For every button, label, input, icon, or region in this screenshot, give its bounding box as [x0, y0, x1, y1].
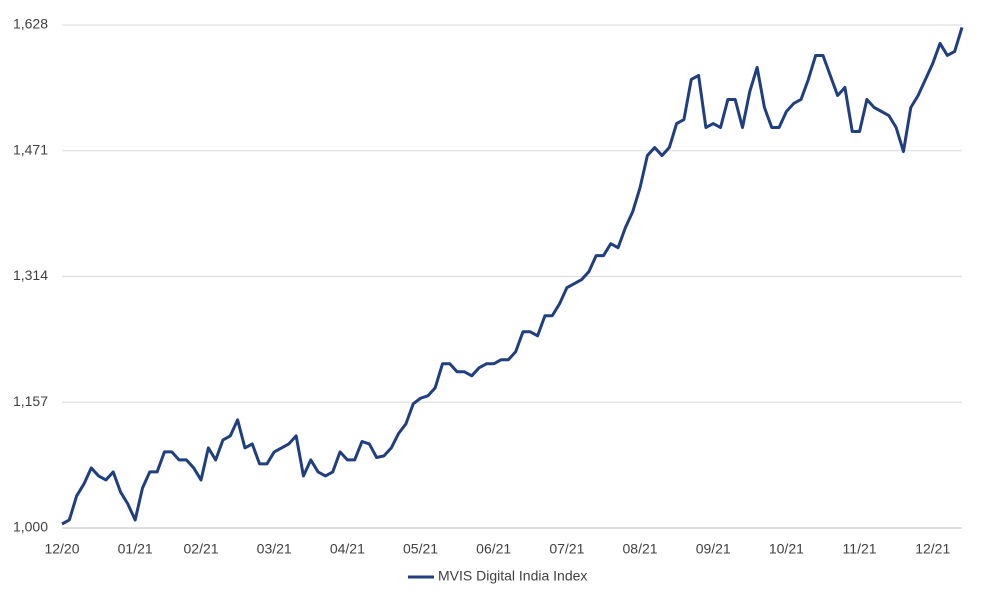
x-tick-label: 11/21 — [843, 541, 877, 557]
x-tick-label: 05/21 — [403, 541, 438, 557]
legend-label: MVIS Digital India Index — [438, 568, 587, 584]
x-tick-label: 12/20 — [44, 541, 79, 557]
y-tick-label: 1,471 — [13, 141, 48, 157]
x-tick-label: 02/21 — [184, 541, 219, 557]
x-tick-label: 03/21 — [257, 541, 292, 557]
x-tick-label: 07/21 — [549, 541, 584, 557]
x-tick-label: 12/21 — [915, 541, 950, 557]
y-tick-label: 1,628 — [13, 16, 48, 32]
x-tick-label: 10/21 — [769, 541, 804, 557]
x-tick-label: 01/21 — [118, 541, 153, 557]
series-line — [61, 26, 964, 526]
x-tick-label: 06/21 — [476, 541, 511, 557]
x-tick-label: 09/21 — [696, 541, 731, 557]
y-tick-label: 1,000 — [13, 519, 48, 535]
x-tick-label: 08/21 — [623, 541, 658, 557]
y-tick-label: 1,157 — [13, 393, 48, 409]
y-tick-label: 1,314 — [13, 267, 48, 283]
x-tick-label: 04/21 — [330, 541, 365, 557]
